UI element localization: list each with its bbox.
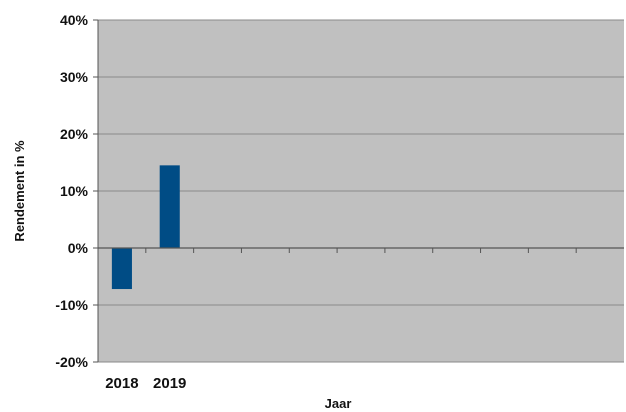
axes: [93, 19, 624, 363]
bar: [111, 248, 132, 290]
y-tick-labels: 40% 30% 20% 10% 0% -10% -20%: [55, 12, 88, 370]
y-tick-label: 0%: [68, 240, 89, 256]
x-tick-labels: 2018 2019: [105, 375, 186, 392]
x-tick-label: 2018: [105, 375, 138, 392]
y-tick-label: 10%: [60, 183, 89, 199]
bar: [159, 165, 180, 248]
y-tick-label: 30%: [60, 69, 89, 85]
x-axis-title: Jaar: [325, 396, 352, 411]
bars: [111, 165, 180, 290]
y-tick-label: 20%: [60, 126, 89, 142]
gridlines: [98, 19, 624, 363]
x-tick-label: 2019: [153, 375, 186, 392]
y-tick-label: -10%: [55, 297, 88, 313]
y-tick-label: 40%: [60, 12, 89, 28]
y-axis-title: Rendement in %: [12, 140, 27, 242]
y-tick-label: -20%: [55, 354, 88, 370]
